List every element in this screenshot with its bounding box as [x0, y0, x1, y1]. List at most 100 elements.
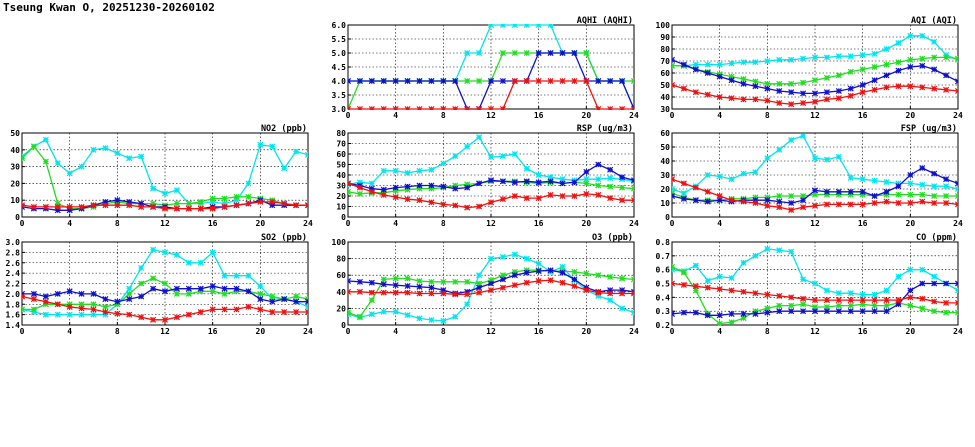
data-point-green	[728, 319, 735, 326]
x-tick-label: 0	[20, 219, 25, 228]
data-point-cyan	[511, 150, 518, 158]
data-point-red	[404, 196, 411, 203]
data-point-blue	[823, 308, 830, 315]
data-point-blue	[776, 87, 783, 95]
data-point-blue	[752, 310, 759, 317]
y-tick-label: 0.4	[656, 293, 671, 302]
data-point-red	[54, 203, 61, 210]
data-point-blue	[547, 49, 554, 57]
data-point-blue	[559, 180, 566, 187]
data-point-red	[185, 205, 192, 212]
x-tick-label: 8	[441, 111, 446, 120]
data-point-blue	[138, 200, 145, 207]
data-point-green	[931, 308, 938, 315]
data-point-cyan	[54, 160, 61, 167]
x-tick-label: 8	[115, 219, 120, 228]
data-point-green	[943, 309, 950, 316]
data-point-green	[22, 155, 26, 162]
data-point-blue	[895, 301, 902, 308]
x-tick-label: 24	[303, 327, 313, 336]
page-title: Tseung Kwan O, 20251230-20260102	[3, 1, 215, 14]
data-point-red	[907, 294, 914, 301]
data-point-green	[800, 301, 807, 308]
data-point-cyan	[209, 198, 216, 205]
data-point-blue	[847, 308, 854, 315]
data-point-red	[847, 297, 854, 304]
data-point-red	[680, 180, 687, 187]
data-point-green	[595, 272, 602, 279]
x-tick-label: 24	[303, 219, 313, 228]
data-point-blue	[871, 192, 878, 200]
data-point-blue	[847, 188, 854, 195]
data-point-cyan	[788, 248, 795, 255]
data-point-blue	[883, 308, 890, 315]
data-point-cyan	[535, 260, 542, 267]
data-point-red	[185, 311, 192, 318]
data-point-red	[452, 105, 459, 110]
data-point-cyan	[523, 24, 530, 29]
data-point-blue	[883, 72, 890, 79]
data-point-cyan	[150, 185, 157, 192]
y-tick-label: 0.2	[656, 321, 671, 330]
y-tick-label: 100	[656, 21, 671, 30]
data-point-blue	[173, 285, 180, 292]
data-point-blue	[559, 269, 566, 276]
data-point-red	[535, 77, 542, 85]
data-point-cyan	[511, 251, 518, 258]
data-point-red	[126, 202, 133, 209]
data-point-green	[583, 180, 590, 187]
data-point-blue	[692, 197, 699, 204]
data-point-blue	[392, 77, 399, 85]
y-tick-label: 3.0	[6, 238, 21, 247]
data-point-cyan	[150, 246, 157, 253]
x-tick-label: 8	[765, 111, 770, 120]
data-point-cyan	[428, 166, 435, 173]
y-tick-label: 5.5	[332, 35, 347, 44]
data-point-blue	[380, 77, 387, 85]
data-point-cyan	[78, 163, 85, 170]
data-point-cyan	[269, 143, 276, 150]
data-point-blue	[392, 184, 399, 191]
x-tick-label: 16	[208, 219, 218, 228]
data-point-green	[788, 302, 795, 309]
data-point-blue	[138, 293, 145, 300]
data-point-red	[871, 297, 878, 304]
data-point-blue	[595, 161, 602, 168]
data-point-red	[348, 288, 352, 295]
data-point-green	[847, 302, 854, 309]
data-point-blue	[847, 85, 854, 92]
x-tick-label: 16	[208, 327, 218, 336]
data-point-red	[811, 297, 819, 304]
data-point-blue	[954, 280, 958, 287]
data-point-blue	[245, 288, 252, 295]
x-tick-label: 4	[717, 111, 722, 120]
data-point-cyan	[895, 273, 902, 280]
data-point-green	[907, 56, 914, 63]
data-point-cyan	[209, 249, 216, 256]
data-point-cyan	[559, 263, 566, 270]
chart-aqhi: 0 4 8 12 16 20 24 3.0 3.5 4.0 4.5 5.0 5.5 6.0 AQHI (AQ…	[332, 16, 639, 120]
data-point-red	[269, 309, 276, 316]
data-point-green	[356, 313, 363, 320]
data-point-cyan	[440, 317, 447, 324]
data-point-blue	[954, 180, 958, 187]
data-point-red	[197, 205, 204, 212]
data-point-blue	[943, 176, 950, 183]
y-tick-label: 3.5	[332, 91, 347, 100]
data-point-green	[788, 192, 795, 200]
chart-title: RSP (ug/m3)	[577, 124, 633, 134]
y-tick-label: 80	[336, 255, 346, 264]
data-point-green	[476, 77, 483, 85]
data-point-cyan	[716, 273, 723, 280]
data-point-blue	[487, 77, 495, 85]
data-point-red	[954, 299, 958, 306]
data-point-green	[583, 270, 590, 277]
data-point-blue	[102, 198, 109, 205]
data-point-blue	[883, 188, 890, 195]
data-point-green	[404, 275, 411, 282]
data-point-blue	[943, 280, 950, 287]
x-tick-label: 24	[629, 327, 639, 336]
data-point-green	[811, 191, 819, 198]
data-point-blue	[269, 298, 276, 305]
